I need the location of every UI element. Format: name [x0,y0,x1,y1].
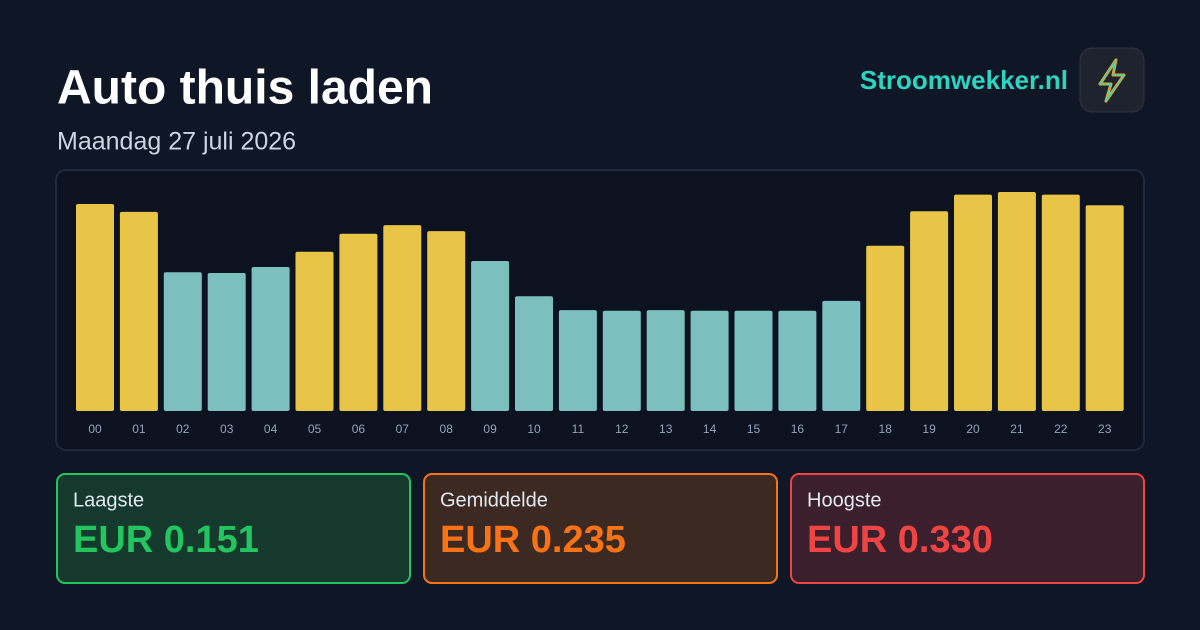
bar [383,225,422,411]
bar [1085,205,1124,411]
bar [163,272,202,411]
bar [778,310,817,411]
x-tick-label: 00 [88,422,102,436]
bar [822,300,861,411]
x-tick-label: 20 [966,422,980,436]
stat-value: EUR 0.330 [807,519,993,561]
stat-card [56,473,411,584]
bar [910,211,949,411]
x-tick-label: 19 [922,422,936,436]
bar [602,310,641,411]
stat-value: EUR 0.235 [440,519,626,561]
bar [690,310,729,411]
x-tick-label: 10 [527,422,541,436]
brand-icon [1079,47,1145,113]
stat-label: Hoogste [807,489,882,511]
title: Auto thuis laden [57,62,433,115]
x-tick-label: 09 [483,422,497,436]
stat-label: Gemiddelde [440,489,548,511]
x-tick-label: 18 [879,422,893,436]
bar [734,310,773,411]
bar [76,203,114,411]
bar [207,272,246,411]
x-tick-label: 11 [572,422,585,436]
bar [119,211,158,411]
stat-card [423,473,778,584]
stats: Laagste EUR 0.151 Gemiddelde EUR 0.235 Hoogs… [56,473,1145,584]
x-tick-label: 05 [308,422,322,436]
bar [471,261,510,411]
stat-card [790,473,1145,584]
bar [954,194,992,411]
x-tick-label: 14 [703,422,717,436]
bolt [1099,59,1125,102]
x-tick-label: 04 [264,422,278,436]
x-tick-label: 12 [615,422,629,436]
bar [866,245,905,411]
x-tick-label: 07 [396,422,410,436]
x-tick-label: 23 [1098,422,1112,436]
bars: 00 01 02 03 04 05 06 07 08 09 10 11 12 13 14 15 16 17 18 19… [76,192,1124,436]
bar [515,296,553,411]
bar [251,266,290,411]
x-tick-label: 03 [220,422,234,436]
bar [339,233,378,411]
bar [997,192,1036,411]
bar [427,231,466,411]
bar [295,251,334,411]
x-tick-label: 16 [791,422,805,436]
x-tick-label: 21 [1010,422,1024,436]
x-tick-label: 02 [176,422,190,436]
x-tick-label: 13 [659,422,673,436]
x-tick-label: 08 [440,422,454,436]
x-tick-label: 17 [835,422,849,436]
x-tick-label: 06 [352,422,366,436]
bar [1041,194,1080,411]
subtitle: Maandag 27 juli 2026 [57,128,296,156]
bar [558,310,597,411]
brand: Stroomwekker.nl [860,65,1068,95]
x-tick-label: 15 [747,422,761,436]
x-tick-label: 22 [1054,422,1068,436]
stat-value: EUR 0.151 [73,519,259,561]
stat-label: Laagste [73,489,144,511]
x-tick-label: 01 [132,422,146,436]
bar [646,310,685,411]
